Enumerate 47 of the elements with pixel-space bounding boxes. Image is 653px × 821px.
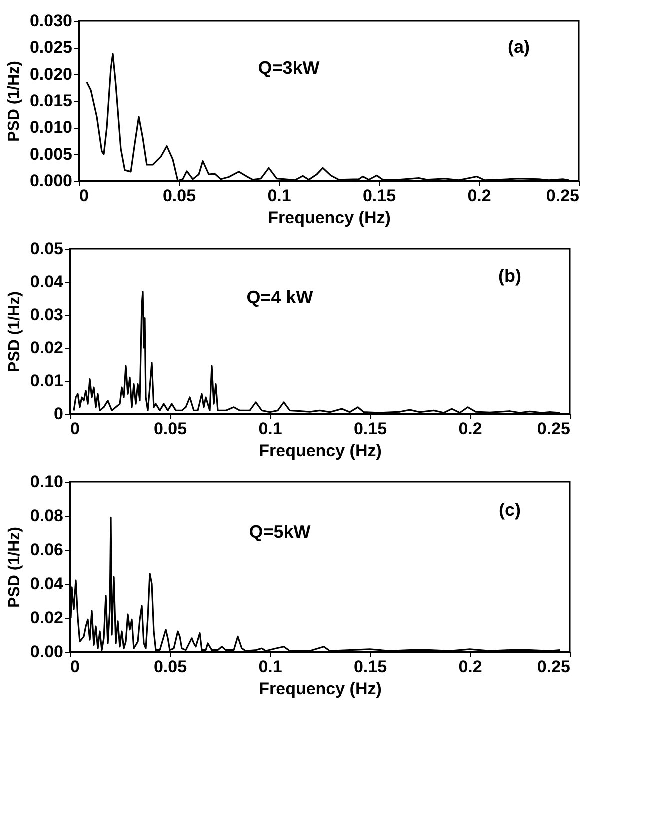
x-tick-label: 0.25 bbox=[537, 420, 570, 438]
annotation: (b) bbox=[498, 266, 522, 286]
y-tick-label: 0.010 bbox=[30, 118, 72, 138]
y-tick-label: 0.015 bbox=[30, 92, 72, 110]
x-tick-label: 0 bbox=[80, 186, 89, 206]
annotation: Q=3kW bbox=[258, 58, 320, 78]
x-axis-title: Frequency (Hz) bbox=[259, 442, 382, 460]
y-axis-title: PSD (1/Hz) bbox=[6, 527, 24, 608]
y-tick-label: 0.000 bbox=[30, 172, 72, 190]
x-axis-title: Frequency (Hz) bbox=[259, 680, 382, 698]
y-tick-label: 0.03 bbox=[30, 306, 64, 324]
x-tick-label: 0.05 bbox=[154, 658, 188, 676]
x-tick-label: 0.25 bbox=[537, 658, 570, 676]
x-tick-label: 0.1 bbox=[268, 186, 292, 206]
x-axis-title: Frequency (Hz) bbox=[268, 208, 391, 228]
x-tick-label: 0.05 bbox=[154, 420, 188, 438]
annotation: (c) bbox=[499, 500, 522, 520]
y-tick-label: 0 bbox=[54, 404, 64, 424]
x-tick-label: 0.15 bbox=[354, 420, 388, 438]
y-axis-title: PSD (1/Hz) bbox=[6, 292, 24, 372]
y-tick-label: 0.00 bbox=[30, 642, 64, 662]
x-tick-label: 0.2 bbox=[458, 420, 482, 438]
y-tick-label: 0.030 bbox=[30, 12, 72, 30]
x-tick-label: 0.25 bbox=[546, 186, 580, 206]
y-tick-label: 0.01 bbox=[30, 372, 64, 390]
y-tick-label: 0.020 bbox=[30, 64, 72, 84]
y-tick-label: 0.005 bbox=[30, 144, 72, 164]
y-tick-label: 0.04 bbox=[30, 272, 64, 292]
y-tick-label: 0.04 bbox=[30, 574, 64, 594]
y-tick-label: 0.10 bbox=[30, 472, 64, 492]
x-tick-label: 0.15 bbox=[354, 658, 388, 676]
x-tick-label: 0.2 bbox=[458, 658, 482, 676]
y-tick-label: 0.025 bbox=[30, 38, 72, 58]
x-tick-label: 0.1 bbox=[258, 658, 282, 676]
y-tick-label: 0.02 bbox=[30, 608, 64, 628]
x-tick-label: 0.1 bbox=[258, 420, 282, 438]
annotation: (a) bbox=[508, 37, 530, 58]
annotation: Q=4 kW bbox=[246, 288, 314, 308]
x-tick-label: 0.15 bbox=[362, 186, 396, 206]
x-tick-label: 0.2 bbox=[468, 186, 492, 206]
y-tick-label: 0.05 bbox=[30, 240, 64, 258]
x-tick-label: 0.05 bbox=[162, 186, 196, 206]
y-tick-label: 0.02 bbox=[30, 338, 64, 358]
y-axis-title: PSD (1/Hz) bbox=[6, 61, 23, 142]
y-tick-label: 0.08 bbox=[30, 506, 64, 526]
annotation: Q=5kW bbox=[249, 522, 311, 542]
y-tick-label: 0.06 bbox=[30, 540, 64, 560]
